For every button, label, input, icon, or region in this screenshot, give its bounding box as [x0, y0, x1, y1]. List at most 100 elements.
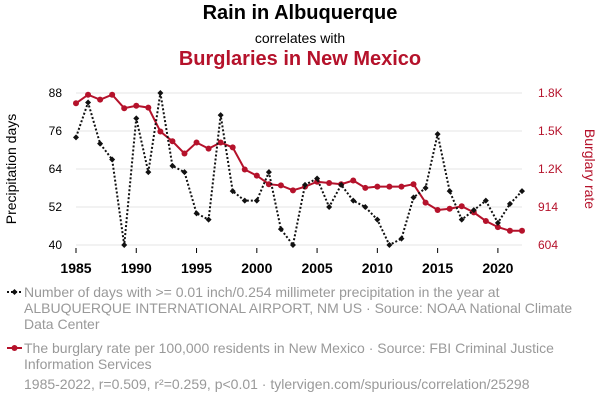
data-point-burglary [422, 199, 429, 206]
chart-title: Rain in Albuquerque [202, 2, 398, 24]
legend-text-burglary: The burglary rate per 100,000 residents … [24, 340, 554, 372]
data-point-burglary [121, 105, 128, 112]
data-point-precipitation [133, 115, 140, 122]
data-point-precipitation [109, 156, 116, 163]
data-point-precipitation [229, 188, 236, 195]
y-left-tick-label: 88 [49, 86, 63, 100]
data-point-precipitation [326, 204, 333, 210]
data-point-precipitation [277, 226, 284, 233]
y-left-tick-label: 52 [49, 200, 63, 214]
data-point-burglary [386, 183, 393, 190]
data-point-precipitation [446, 188, 453, 195]
y-left-tick-label: 40 [49, 238, 63, 252]
data-point-burglary [193, 139, 200, 146]
data-point-precipitation [97, 140, 104, 147]
data-point-precipitation [338, 181, 345, 188]
data-point-precipitation [350, 197, 357, 204]
y-left-tick-label: 64 [49, 162, 63, 176]
data-point-precipitation [422, 185, 429, 191]
series-line-precipitation [75, 92, 523, 248]
y-right-axis-label: Burglary rate [582, 129, 598, 209]
data-point-precipitation [121, 242, 128, 248]
y-right-tick-label: 1.5K [538, 124, 563, 138]
data-point-burglary [458, 203, 465, 210]
data-point-burglary [374, 183, 381, 190]
x-tick-label: 2005 [302, 260, 333, 276]
data-point-burglary [97, 96, 104, 103]
data-point-precipitation [410, 194, 417, 201]
x-tick-label: 1985 [60, 260, 91, 276]
data-point-burglary [506, 227, 513, 234]
data-point-precipitation [302, 181, 309, 188]
data-point-burglary [109, 91, 116, 98]
data-point-burglary [350, 177, 357, 184]
x-tick-label: 2000 [241, 260, 272, 276]
data-point-burglary [133, 102, 140, 109]
data-point-burglary [145, 104, 152, 111]
x-tick-label: 2020 [482, 260, 513, 276]
data-point-burglary [277, 182, 284, 189]
chart-subtitle: correlates with [254, 30, 346, 46]
data-point-precipitation [470, 207, 477, 214]
data-point-precipitation [434, 131, 441, 138]
x-tick-label: 2015 [422, 260, 453, 276]
data-point-burglary [169, 138, 176, 145]
data-point-precipitation [85, 99, 92, 106]
data-point-burglary [229, 144, 236, 151]
data-point-burglary [265, 181, 272, 188]
data-point-precipitation [193, 210, 200, 217]
data-point-precipitation [241, 197, 248, 204]
data-point-burglary [446, 205, 453, 212]
chart-plot: 40 52 64 76 88 604 914 1.2K 1.5K 1.8K 1985 1990 1995… [3, 86, 598, 276]
data-point-burglary [157, 128, 164, 135]
y-right-tick-label: 604 [538, 238, 558, 252]
data-point-burglary [494, 224, 501, 231]
data-point-precipitation [519, 188, 525, 195]
data-point-burglary [73, 100, 79, 107]
data-point-burglary [362, 184, 369, 191]
data-point-precipitation [482, 197, 489, 204]
data-point-burglary [205, 145, 212, 152]
data-point-precipitation [386, 242, 393, 248]
data-point-precipitation [362, 204, 369, 210]
data-point-burglary [217, 139, 224, 146]
data-point-precipitation [494, 219, 501, 226]
y-right-tick-label: 914 [538, 200, 558, 214]
data-point-precipitation [506, 200, 513, 207]
data-point-precipitation [253, 197, 260, 204]
legend-marker-precipitation [7, 289, 22, 295]
data-point-precipitation [374, 216, 381, 223]
legend-marker-burglary [7, 345, 22, 351]
data-point-burglary [410, 181, 417, 188]
data-point-burglary [253, 172, 260, 179]
chart-title-secondary: Burglaries in New Mexico [178, 48, 422, 70]
data-point-burglary [181, 150, 188, 157]
x-tick-label: 1990 [121, 260, 152, 276]
data-point-burglary [289, 187, 296, 194]
data-point-precipitation [217, 112, 224, 119]
data-point-burglary [434, 206, 441, 213]
y-right-tick-label: 1.8K [538, 86, 563, 100]
x-tick-label: 2010 [362, 260, 393, 276]
data-point-burglary [85, 91, 92, 98]
data-point-burglary [326, 179, 333, 186]
data-point-burglary [398, 183, 405, 190]
data-point-burglary [482, 217, 489, 224]
chart-footer: 1985-2022, r=0.509, r²=0.259, p<0.01 · t… [24, 376, 530, 392]
data-point-burglary [519, 227, 525, 234]
data-point-precipitation [73, 134, 79, 141]
data-point-precipitation [181, 169, 188, 176]
y-right-tick-label: 1.2K [538, 162, 563, 176]
data-point-precipitation [265, 169, 272, 176]
x-tick-label: 1995 [181, 260, 212, 276]
data-point-precipitation [157, 90, 164, 96]
data-point-precipitation [398, 235, 405, 242]
data-point-burglary [241, 166, 248, 173]
series-line-burglary [75, 93, 522, 232]
data-point-precipitation [458, 216, 465, 223]
data-point-precipitation [169, 162, 176, 169]
y-left-tick-label: 76 [49, 124, 63, 138]
data-point-precipitation [289, 242, 296, 248]
data-point-precipitation [314, 175, 321, 182]
data-point-precipitation [205, 216, 212, 223]
